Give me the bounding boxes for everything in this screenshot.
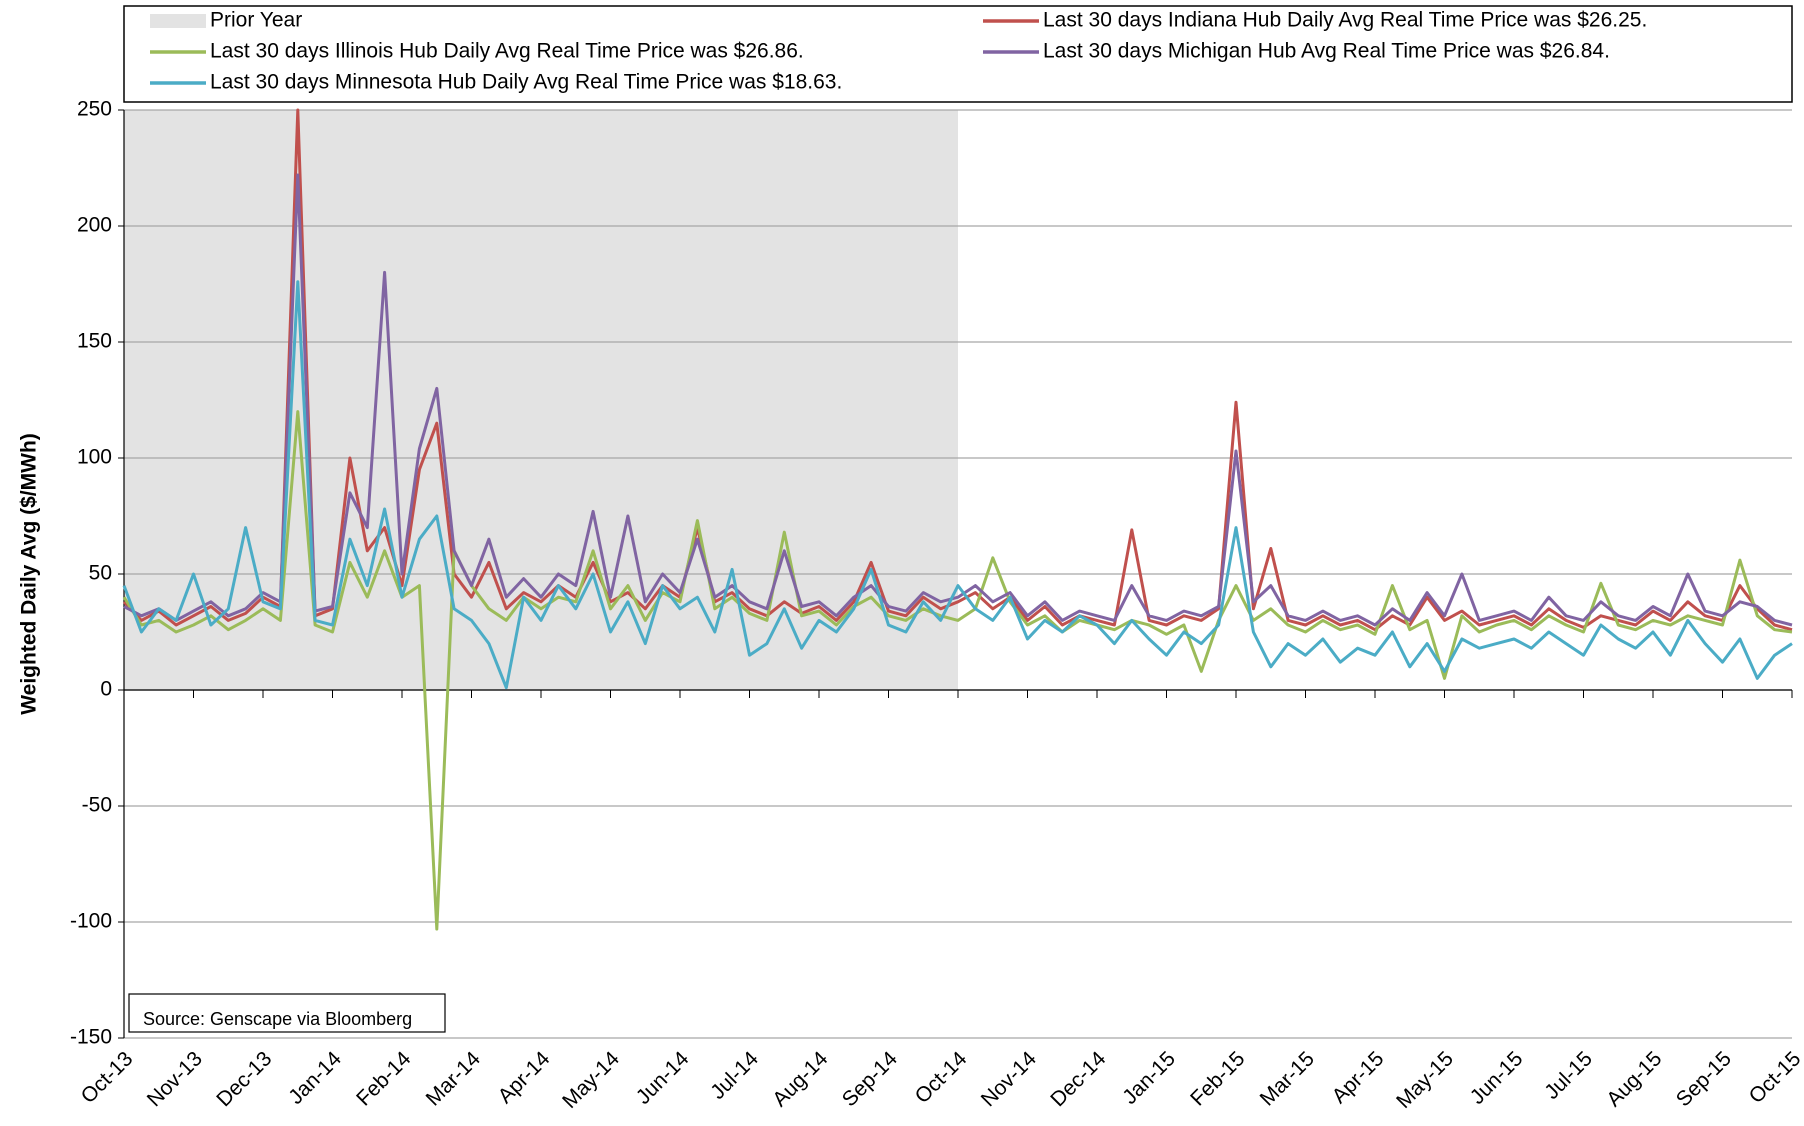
series-line bbox=[122, 108, 1793, 632]
x-tick-label: Dec-14 bbox=[1046, 1047, 1110, 1111]
x-tick-label: Oct-13 bbox=[77, 1047, 138, 1108]
legend-label: Last 30 days Michigan Hub Avg Real Time … bbox=[1043, 40, 1610, 63]
x-tick-label: May-15 bbox=[1392, 1047, 1458, 1113]
y-tick-label: 50 bbox=[89, 562, 112, 585]
x-tick-label: Mar-14 bbox=[422, 1047, 486, 1111]
source-annotation: Source: Genscape via Bloomberg bbox=[143, 1009, 412, 1029]
x-tick-label: Jan-14 bbox=[284, 1047, 346, 1109]
x-tick-label: Oct-14 bbox=[911, 1047, 972, 1108]
x-tick-label: Mar-15 bbox=[1256, 1047, 1319, 1110]
y-tick-label: -100 bbox=[70, 910, 112, 933]
x-tick-label: Feb-15 bbox=[1186, 1047, 1249, 1110]
y-axis-label: Weighted Daily Avg ($/MWh) bbox=[18, 433, 41, 715]
series-line bbox=[123, 173, 1793, 627]
series-line bbox=[122, 280, 1793, 690]
x-tick-label: Nov-13 bbox=[143, 1047, 207, 1111]
legend-box bbox=[123, 5, 1793, 103]
x-tick-label: Oct-15 bbox=[1745, 1047, 1804, 1108]
y-tick-label: 100 bbox=[77, 446, 112, 469]
x-tick-label: Aug-15 bbox=[1602, 1047, 1666, 1111]
x-tick-label: Jun-15 bbox=[1466, 1047, 1528, 1109]
x-tick-label: Sep-15 bbox=[1672, 1047, 1736, 1111]
y-tick-label: -150 bbox=[70, 1026, 112, 1049]
x-tick-label: Nov-14 bbox=[977, 1047, 1041, 1111]
x-tick-label: Jul-14 bbox=[706, 1047, 763, 1104]
x-tick-label: Apr-14 bbox=[494, 1047, 555, 1108]
x-tick-label: Feb-14 bbox=[352, 1047, 416, 1111]
y-tick-label: 150 bbox=[77, 330, 112, 353]
x-tick-label: Jul-15 bbox=[1540, 1047, 1597, 1104]
y-tick-label: 200 bbox=[77, 214, 112, 237]
legend-label: Prior Year bbox=[210, 9, 302, 32]
x-tick-label: Jan-15 bbox=[1118, 1047, 1180, 1109]
x-tick-label: Dec-13 bbox=[212, 1047, 276, 1111]
legend-label: Last 30 days Indiana Hub Daily Avg Real … bbox=[1043, 9, 1647, 32]
x-tick-label: Aug-14 bbox=[768, 1047, 832, 1111]
y-tick-label: 250 bbox=[77, 98, 112, 121]
x-tick-label: Apr-15 bbox=[1328, 1047, 1389, 1108]
x-tick-label: Sep-14 bbox=[838, 1047, 902, 1111]
legend-label: Last 30 days Minnesota Hub Daily Avg Rea… bbox=[210, 71, 842, 94]
legend-label: Last 30 days Illinois Hub Daily Avg Real… bbox=[210, 40, 804, 63]
x-tick-label: Jun-14 bbox=[632, 1047, 694, 1109]
source-box bbox=[128, 993, 446, 1033]
y-tick-label: 0 bbox=[100, 678, 112, 701]
legend-prior-year-swatch bbox=[150, 14, 206, 28]
x-tick-label: May-14 bbox=[558, 1047, 624, 1113]
y-tick-label: -50 bbox=[82, 794, 112, 817]
